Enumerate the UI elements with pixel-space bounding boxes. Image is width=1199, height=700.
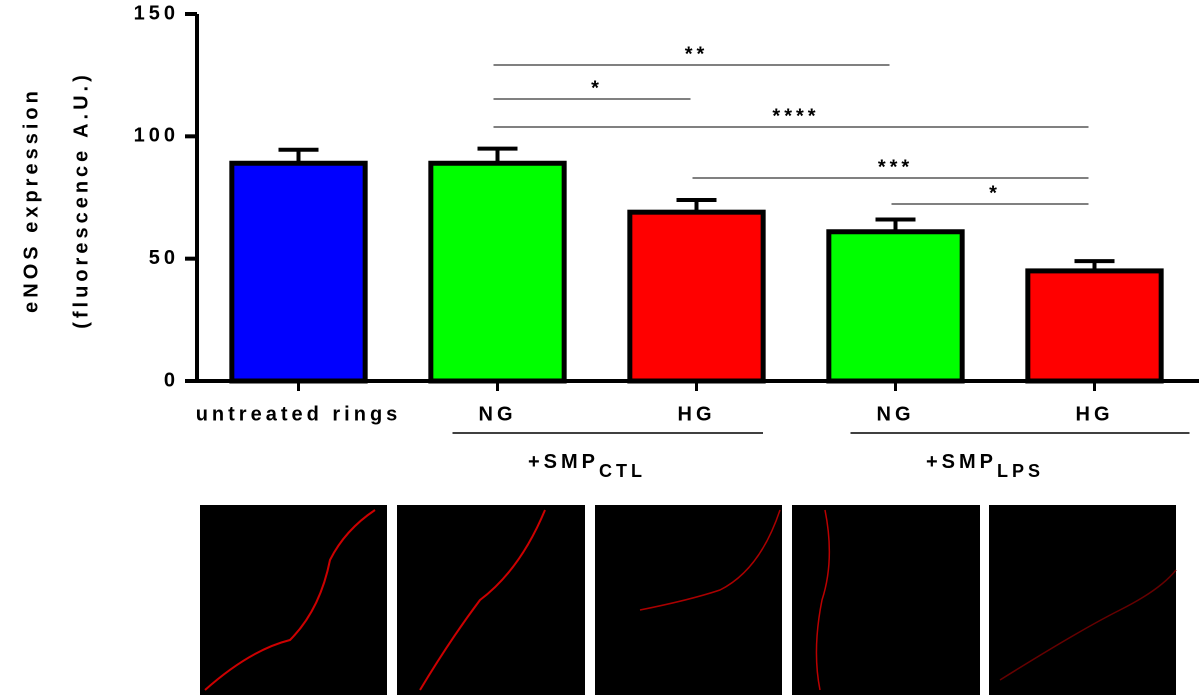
bar	[229, 160, 368, 384]
y-tick-label: 0	[164, 369, 179, 391]
micrograph	[595, 505, 782, 695]
micrograph	[792, 505, 980, 695]
micrograph-signal	[419, 509, 546, 691]
y-axis-label: eNOS expression	[20, 87, 42, 313]
y-tick-label: 50	[149, 247, 179, 269]
micrograph	[200, 505, 387, 695]
x-tick-label: untreated rings	[196, 403, 402, 425]
x-tick-label: NG	[479, 403, 517, 425]
bar	[428, 160, 567, 384]
x-tick-label: HG	[1076, 403, 1114, 425]
group-label-sub: CTL	[599, 461, 646, 481]
y-tick-label: 150	[134, 2, 179, 24]
x-tick-label: HG	[678, 403, 716, 425]
group-label-main: +SMP	[528, 451, 599, 473]
micrograph	[397, 505, 585, 695]
y-axis-label: (fluorescence A.U.)	[70, 71, 92, 329]
y-tick-label: 100	[134, 125, 179, 147]
micrograph-signal	[815, 509, 831, 691]
significance-label: **	[685, 43, 709, 65]
significance-label: ****	[772, 105, 819, 127]
significance-label: *	[591, 77, 603, 99]
bar	[1025, 268, 1164, 384]
group-label: +SMPCTL	[528, 451, 646, 480]
bar	[826, 229, 965, 384]
significance-label: ***	[878, 156, 913, 178]
group-label: +SMPLPS	[926, 451, 1044, 480]
micrograph-signal	[639, 509, 781, 611]
micrographs	[200, 505, 1177, 695]
x-tick-label: NG	[877, 403, 915, 425]
group-label-sub: LPS	[997, 461, 1044, 481]
micrograph	[989, 505, 1176, 695]
micrograph-signal	[204, 509, 376, 691]
bar	[627, 209, 766, 384]
micrograph-signal	[999, 569, 1177, 681]
significance-label: *	[989, 182, 1001, 204]
group-label-main: +SMP	[926, 451, 997, 473]
